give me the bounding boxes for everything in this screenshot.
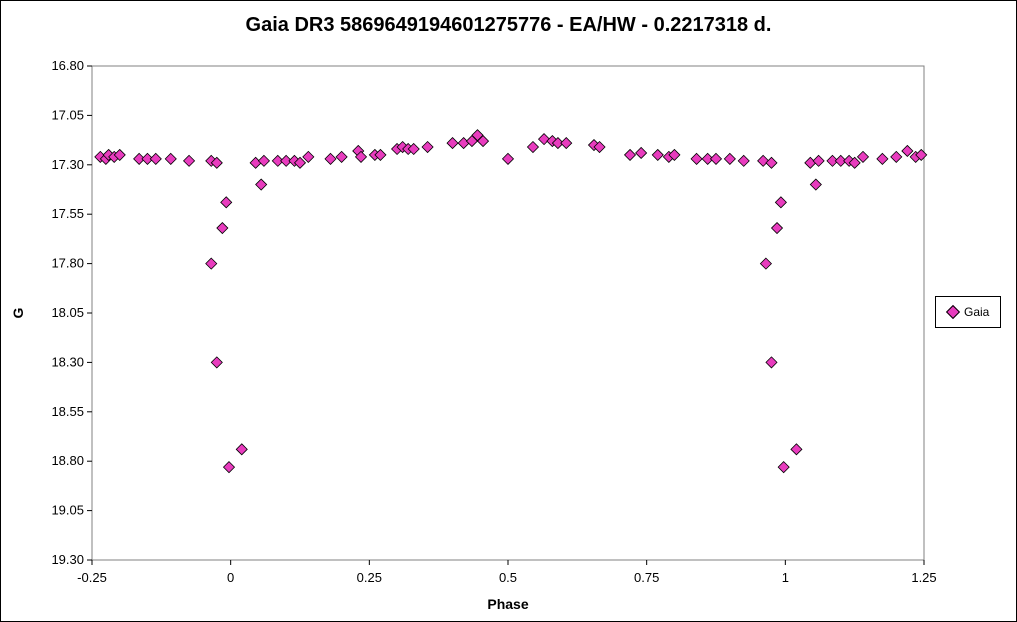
data-point (777, 461, 790, 474)
y-axis: 16.80 17.05 17.30 17.55 17.80 18.05 18.30 18.55… (51, 58, 92, 567)
data-point (848, 156, 861, 169)
data-point (407, 142, 420, 156)
x-tick-label: 0.75 (634, 570, 659, 585)
y-tick-label: 17.80 (51, 256, 84, 271)
data-point (210, 156, 223, 169)
data-point (856, 150, 870, 163)
x-axis-label: Phase (487, 596, 528, 612)
y-tick-label: 17.30 (51, 157, 84, 172)
data-point (335, 150, 348, 163)
data-point (133, 152, 146, 165)
y-axis-label: G (10, 307, 26, 318)
data-point (476, 135, 490, 148)
data-point (235, 443, 248, 456)
data-point (593, 140, 606, 154)
x-tick-label: 0.5 (499, 570, 517, 585)
data-point (183, 154, 196, 167)
data-point (770, 221, 784, 235)
chart-title: Gaia DR3 5869649194601275776 - EA/HW - 0… (245, 14, 772, 36)
data-point (446, 136, 459, 150)
data-point (723, 152, 736, 165)
legend-marker-icon (945, 304, 961, 320)
data-point (501, 152, 515, 165)
x-axis: -0.25 0 0.25 0.5 0.75 1 1.25 (77, 560, 937, 585)
y-tick-label: 17.05 (51, 107, 84, 122)
y-tick-label: 17.55 (51, 206, 84, 221)
data-point (635, 146, 648, 160)
data-point (826, 154, 839, 167)
data-point (915, 148, 928, 161)
data-point (709, 152, 723, 165)
data-point (220, 196, 233, 209)
y-tick-label: 18.55 (51, 404, 84, 419)
data-point (537, 133, 551, 146)
data-point (790, 443, 803, 456)
data-point (890, 150, 903, 163)
data-point (141, 152, 154, 165)
y-tick-label: 19.05 (51, 503, 84, 518)
data-point (113, 148, 126, 161)
data-point (255, 178, 268, 191)
data-point (651, 148, 664, 161)
data-points (94, 129, 928, 474)
data-point (421, 140, 434, 154)
data-point (668, 148, 681, 161)
legend-label: Gaia (964, 305, 990, 319)
data-point (257, 154, 271, 167)
data-point (701, 152, 714, 165)
data-point (205, 257, 218, 270)
data-point (354, 150, 368, 163)
data-point (560, 136, 573, 150)
y-tick-label: 18.05 (51, 305, 84, 320)
data-point (901, 144, 914, 158)
data-point (222, 461, 236, 474)
data-point (293, 156, 307, 169)
data-point (765, 356, 778, 369)
data-point (164, 152, 177, 165)
data-point (374, 148, 387, 161)
data-point (551, 136, 564, 150)
data-point (271, 154, 284, 167)
data-point (765, 156, 778, 169)
data-point (526, 140, 540, 154)
data-point (623, 148, 637, 161)
y-tick-label: 16.80 (51, 58, 84, 73)
data-point (690, 152, 703, 165)
data-point (876, 152, 889, 165)
data-point (812, 154, 825, 167)
y-tick-label: 18.30 (51, 354, 84, 369)
data-point (774, 196, 787, 209)
data-point (757, 154, 770, 167)
legend: Gaia (935, 296, 1001, 328)
data-point (302, 150, 315, 163)
plot-area (91, 65, 925, 561)
data-point (809, 178, 822, 191)
y-tick-label: 18.80 (51, 453, 84, 468)
data-point (280, 154, 293, 167)
data-point (216, 221, 229, 235)
x-tick-label: 1 (782, 570, 789, 585)
data-point (149, 152, 162, 165)
data-point (834, 154, 847, 167)
x-tick-label: 1.25 (911, 570, 936, 585)
x-tick-label: 0 (227, 570, 234, 585)
data-point (324, 152, 337, 165)
x-tick-label: -0.25 (77, 570, 107, 585)
x-tick-label: 0.25 (357, 570, 382, 585)
y-tick-label: 19.30 (51, 552, 84, 567)
data-point (210, 356, 223, 369)
data-point (737, 154, 750, 167)
data-point (759, 257, 772, 270)
